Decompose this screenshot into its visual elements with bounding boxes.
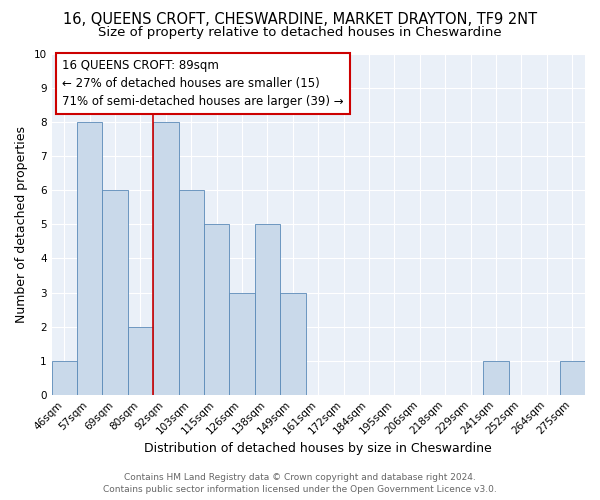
Bar [560,360,585,394]
Y-axis label: Number of detached properties: Number of detached properties [15,126,28,323]
Text: Contains HM Land Registry data © Crown copyright and database right 2024.
Contai: Contains HM Land Registry data © Crown c… [103,472,497,494]
Bar [280,292,305,394]
Bar [153,122,179,394]
Bar [128,326,153,394]
Bar [255,224,280,394]
Bar [229,292,255,394]
Bar [103,190,128,394]
Text: Size of property relative to detached houses in Cheswardine: Size of property relative to detached ho… [98,26,502,39]
Bar [484,360,509,394]
Bar [179,190,204,394]
Text: 16, QUEENS CROFT, CHESWARDINE, MARKET DRAYTON, TF9 2NT: 16, QUEENS CROFT, CHESWARDINE, MARKET DR… [63,12,537,26]
Bar [204,224,229,394]
X-axis label: Distribution of detached houses by size in Cheswardine: Distribution of detached houses by size … [145,442,492,455]
Bar [77,122,103,394]
Text: 16 QUEENS CROFT: 89sqm
← 27% of detached houses are smaller (15)
71% of semi-det: 16 QUEENS CROFT: 89sqm ← 27% of detached… [62,59,344,108]
Bar [52,360,77,394]
